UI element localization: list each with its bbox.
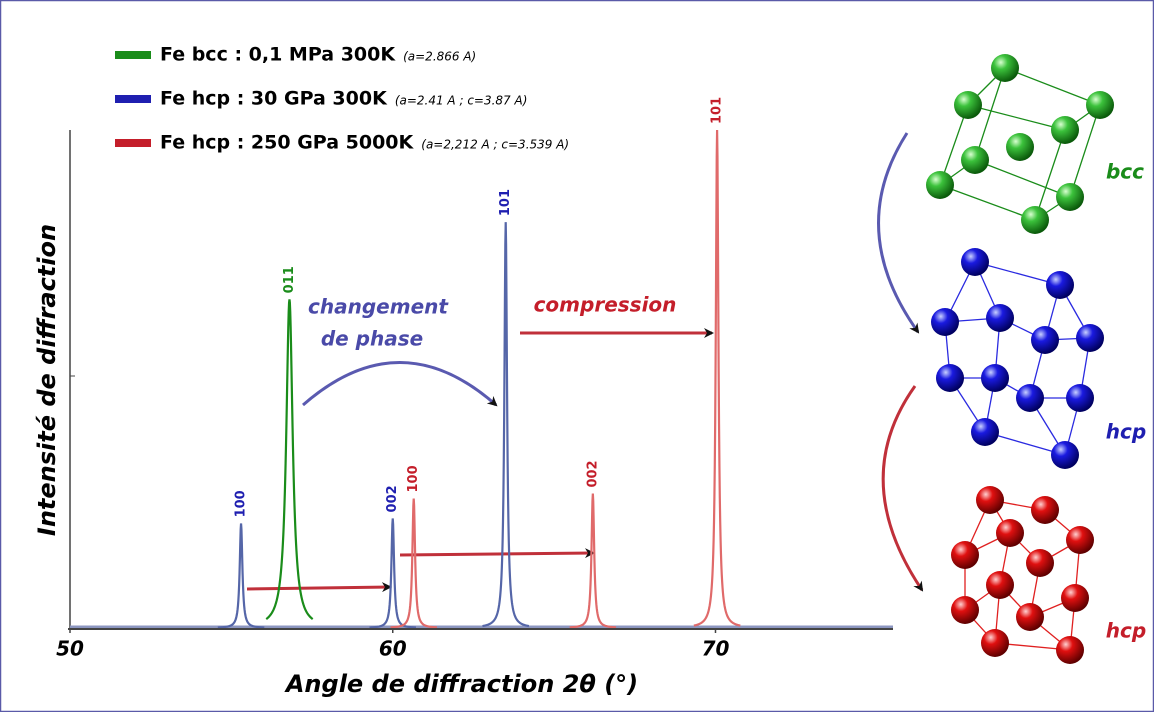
structure-label: bcc xyxy=(1106,160,1144,184)
atom xyxy=(986,571,1014,599)
bond xyxy=(1069,104,1101,198)
atom xyxy=(1016,603,1044,631)
peak xyxy=(265,299,314,620)
atom xyxy=(936,364,964,392)
bond xyxy=(974,67,1006,161)
atom xyxy=(1056,183,1084,211)
atom xyxy=(981,364,1009,392)
atom xyxy=(1031,496,1059,524)
lattices xyxy=(926,54,1114,664)
legend-params: (a=2,212 A ; c=3.539 A) xyxy=(421,138,569,152)
atom xyxy=(951,541,979,569)
atom xyxy=(1086,91,1114,119)
atom xyxy=(931,308,959,336)
peak xyxy=(482,222,530,628)
bond xyxy=(974,159,1071,198)
peak-label: 002 xyxy=(385,485,400,512)
legend-params: (a=2.866 A) xyxy=(403,50,476,64)
legend-swatch xyxy=(115,139,151,147)
arrow xyxy=(399,548,595,559)
atom xyxy=(1006,133,1034,161)
annotation: changement xyxy=(308,295,449,319)
peak-label: 100 xyxy=(234,490,249,517)
x-tick-label: 70 xyxy=(702,637,730,661)
peak-label: 011 xyxy=(282,266,297,293)
atom xyxy=(991,54,1019,82)
peak xyxy=(369,518,417,629)
bond xyxy=(967,104,1066,131)
atom xyxy=(1021,206,1049,234)
atom xyxy=(1076,324,1104,352)
bond xyxy=(939,104,969,186)
legend-swatch xyxy=(115,95,151,103)
atom xyxy=(996,519,1024,547)
peak-label: 002 xyxy=(585,460,600,487)
peak xyxy=(217,523,265,629)
atom xyxy=(1026,549,1054,577)
legend-label: Fe hcp : 250 GPa 5000K xyxy=(160,132,415,154)
structure-label: hcp xyxy=(1106,420,1146,444)
atom xyxy=(1066,526,1094,554)
atom xyxy=(986,304,1014,332)
atom xyxy=(1046,271,1074,299)
y-axis-label: Intensité de diffraction xyxy=(33,224,61,536)
atom xyxy=(961,146,989,174)
atom xyxy=(971,418,999,446)
arrow xyxy=(881,385,924,592)
atom xyxy=(1031,326,1059,354)
x-tick-label: 50 xyxy=(56,637,84,661)
arrow xyxy=(302,361,498,407)
arrow xyxy=(877,132,920,334)
legend-params: (a=2.41 A ; c=3.87 A) xyxy=(395,94,528,108)
atom xyxy=(981,629,1009,657)
atom xyxy=(976,486,1004,514)
x-tick-label: 60 xyxy=(379,637,407,661)
atom xyxy=(1051,441,1079,469)
atom xyxy=(961,248,989,276)
bond xyxy=(1004,67,1101,106)
structure-label: hcp xyxy=(1106,619,1146,643)
peak xyxy=(569,493,617,629)
peak-label: 100 xyxy=(406,465,421,492)
atom xyxy=(1061,584,1089,612)
bond xyxy=(1034,129,1066,221)
atom xyxy=(951,596,979,624)
bond xyxy=(974,261,1061,286)
arrows xyxy=(246,132,924,593)
x-axis-label: Angle de diffraction 2θ (°) xyxy=(284,670,638,698)
bond xyxy=(939,184,1036,221)
peak xyxy=(390,498,438,629)
atom xyxy=(1016,384,1044,412)
annotation: compression xyxy=(534,293,677,317)
peak-label: 101 xyxy=(710,97,725,124)
peak xyxy=(693,129,741,627)
atom xyxy=(1056,636,1084,664)
legend-label: Fe hcp : 30 GPa 300K xyxy=(160,88,388,110)
legend-label: Fe bcc : 0,1 MPa 300K xyxy=(160,44,396,66)
atom xyxy=(1066,384,1094,412)
atom xyxy=(1051,116,1079,144)
arrow xyxy=(246,582,392,593)
atom xyxy=(954,91,982,119)
legend-swatch xyxy=(115,51,151,59)
peak-label: 101 xyxy=(498,189,513,216)
atom xyxy=(926,171,954,199)
annotation: de phase xyxy=(321,327,423,351)
